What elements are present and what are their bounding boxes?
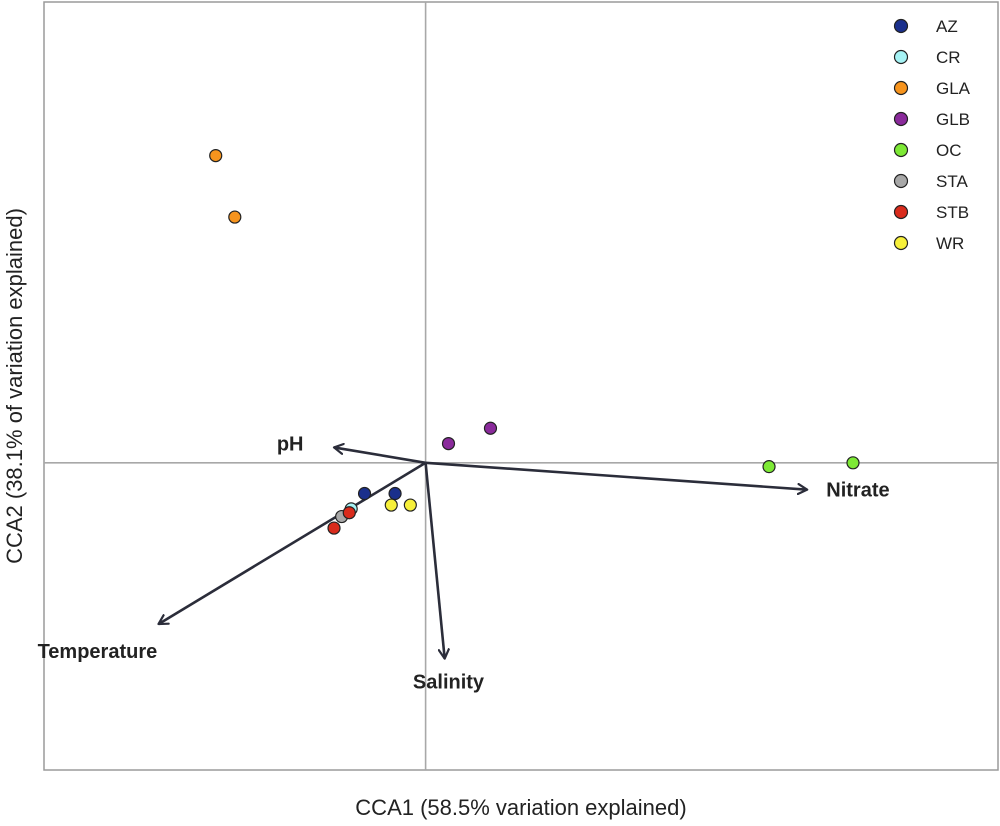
legend-label-az: AZ [936, 17, 958, 36]
y-axis-title: CCA2 (38.1% of variation explained) [2, 208, 27, 564]
point-wr [403, 498, 417, 512]
vector-arrow-temperature [158, 461, 427, 626]
legend-label-oc: OC [936, 141, 962, 160]
point-gla [228, 210, 242, 224]
point-glb [483, 421, 498, 435]
point-oc [846, 456, 860, 470]
vector-label-ph: pH [277, 434, 304, 456]
environmental-vectors: pH Nitrate Temperature Salinity [38, 434, 890, 694]
vector-label-nitrate: Nitrate [826, 480, 889, 502]
point-stb [327, 521, 341, 535]
sample-points [209, 149, 860, 535]
point-gla [209, 149, 223, 163]
legend-label-sta: STA [936, 172, 968, 191]
x-axis-title: CCA1 (58.5% variation explained) [355, 795, 686, 820]
point-glb [441, 437, 456, 451]
vector-arrow-salinity [424, 462, 445, 659]
legend-label-cr: CR [936, 48, 961, 67]
legend-marker-cr [893, 49, 909, 65]
legend-label-glb: GLB [936, 110, 970, 129]
legend-label-wr: WR [936, 234, 964, 253]
legend: AZ CR GLA GLB OC STA STB WR [893, 17, 971, 253]
point-stb [342, 506, 356, 520]
legend-label-stb: STB [936, 203, 969, 222]
vector-label-salinity: Salinity [413, 672, 485, 694]
point-wr [384, 498, 398, 512]
legend-marker-gla [893, 80, 909, 96]
vector-label-temperature: Temperature [38, 641, 158, 663]
legend-marker-oc [893, 142, 909, 158]
legend-marker-az [893, 18, 909, 34]
legend-marker-stb [893, 204, 909, 220]
plot-panel [43, 1, 999, 771]
reference-lines [44, 2, 998, 770]
legend-marker-wr [893, 235, 909, 251]
vector-arrow-nitrate [425, 461, 808, 490]
legend-marker-glb [893, 111, 909, 127]
point-az [357, 486, 372, 501]
point-az [388, 486, 402, 501]
vector-arrow-ph [334, 447, 426, 465]
legend-marker-sta [893, 173, 909, 189]
point-oc [762, 460, 776, 474]
legend-label-gla: GLA [936, 79, 971, 98]
